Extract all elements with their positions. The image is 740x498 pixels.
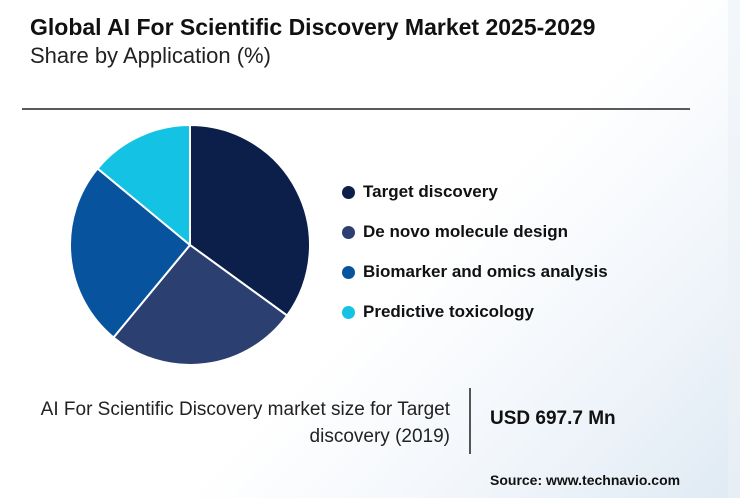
pie-slice-target-discovery [189,123,311,317]
title-block: Global AI For Scientific Discovery Marke… [30,14,630,69]
legend-item: Target discovery [342,172,608,212]
legend-marker [342,225,355,239]
market-size-description: AI For Scientific Discovery market size … [40,399,450,447]
pie-slice-predictive-toxicology [96,123,191,248]
stat-divider [469,388,471,454]
title-divider [22,108,690,110]
pie-slice-biomarker-and-omics-analysis [69,167,192,339]
legend-marker [342,185,355,199]
legend-label: Biomarker and omics analysis [363,262,608,281]
legend-label: Target discovery [363,182,498,201]
chart-legend: Target discovery De novo molecule design… [342,172,608,332]
legend-item: Biomarker and omics analysis [342,252,608,292]
chart-subtitle: Share by Application (%) [30,43,271,68]
source-credit: Source: www.technavio.com [490,472,681,488]
legend-marker [342,265,355,279]
legend-label: Predictive toxicology [363,302,534,321]
market-size-value: USD 697.7 Mn [490,408,616,429]
legend-marker [342,305,355,319]
decorative-edge [728,0,740,498]
legend-item: De novo molecule design [342,212,608,252]
legend-item: Predictive toxicology [342,292,608,332]
pie-slice-de-novo-molecule-design [112,243,289,366]
legend-label: De novo molecule design [363,222,568,241]
chart-title: Global AI For Scientific Discovery Marke… [30,14,596,40]
